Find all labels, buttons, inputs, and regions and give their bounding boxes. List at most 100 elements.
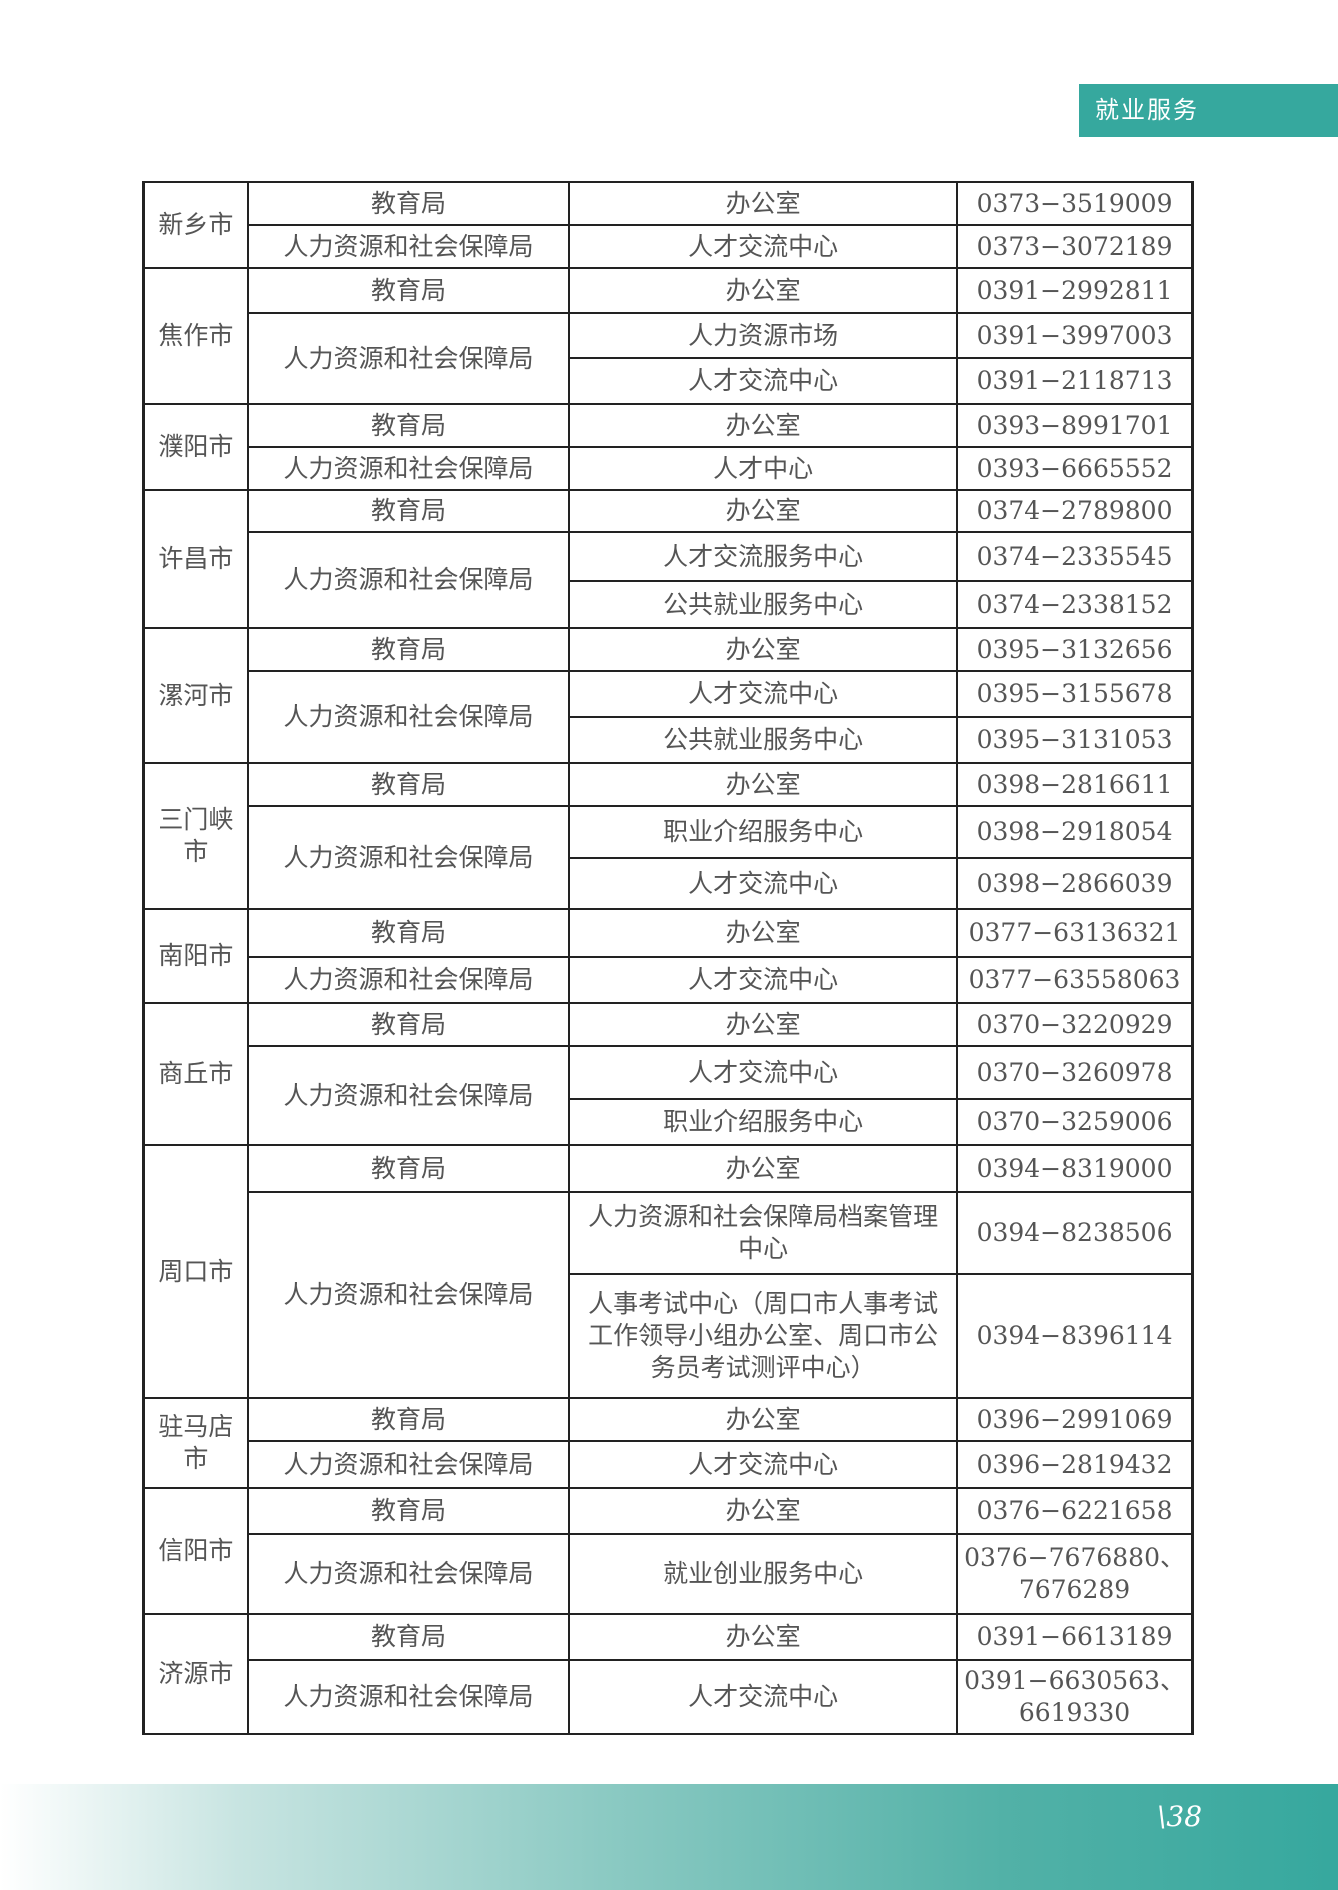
phone-cell: 0394−8319000 [956, 1144, 1194, 1193]
table-row: 人力资源和社会保障局 人才交流中心 0370−3260978 [144, 1045, 1194, 1146]
phone-cell: 0395−3155678 [956, 670, 1194, 718]
department-cell: 人力资源和社会保障局 [246, 1191, 571, 1399]
department-cell: 教育局 [246, 1002, 571, 1047]
department-cell: 人力资源和社会保障局 [246, 1440, 571, 1489]
unit-cell: 人才交流中心 [568, 1659, 959, 1735]
section-title: 就业服务 [1095, 96, 1199, 124]
unit-cell: 办公室 [568, 1002, 959, 1047]
city-cell: 新乡市 [142, 181, 249, 269]
city-cell: 信阳市 [142, 1487, 249, 1615]
table-row: 人力资源和社会保障局 人才交流中心 0395−3155678 [144, 670, 1194, 764]
table-row: 三门峡市 教育局 办公室 0398−2816611 [142, 762, 1194, 910]
unit-cell: 人才交流服务中心 [568, 531, 959, 582]
phone-cell: 0391−2118713 [956, 357, 1194, 405]
page-number: \38 [1157, 1800, 1203, 1833]
department-cell: 人力资源和社会保障局 [246, 670, 571, 764]
phone-cell: 0398−2866039 [956, 857, 1194, 910]
phone-cell: 0376−7676880、7676289 [956, 1533, 1194, 1615]
table-row: 人力资源和社会保障局 人才交流中心 0373−3072189 [144, 224, 1194, 269]
phone-cell: 0398−2918054 [956, 805, 1194, 859]
unit-cell: 办公室 [568, 267, 959, 314]
table-row: 人力资源和社会保障局 人才交流中心 0377−63558063 [144, 956, 1194, 1004]
phone-cell: 0393−6665552 [956, 446, 1194, 491]
unit-cell: 人才交流中心 [568, 224, 959, 269]
table-row: 商丘市 教育局 办公室 0370−3220929 [142, 1002, 1194, 1146]
unit-cell: 办公室 [568, 1144, 959, 1193]
table-row: 公共就业服务中心 0395−3131053 [144, 716, 1194, 764]
phone-cell: 0374−2789800 [956, 489, 1194, 533]
unit-cell: 人才交流中心 [568, 956, 959, 1004]
unit-cell: 人力资源市场 [568, 312, 959, 359]
phone-cell: 0370−3260978 [956, 1045, 1194, 1100]
department-cell: 人力资源和社会保障局 [246, 1533, 571, 1615]
unit-cell: 人事考试中心（周口市人事考试工作领导小组办公室、周口市公务员考试测评中心） [568, 1273, 959, 1399]
unit-cell: 公共就业服务中心 [568, 716, 959, 764]
city-cell: 南阳市 [142, 908, 249, 1004]
unit-cell: 人才交流中心 [568, 1440, 959, 1489]
unit-cell: 办公室 [568, 489, 959, 533]
city-cell: 驻马店市 [142, 1397, 249, 1489]
phone-cell: 0373−3519009 [956, 181, 1194, 226]
table-row: 人力资源和社会保障局 人才交流服务中心 0374−2335545 [144, 531, 1194, 629]
table-row: 人力资源和社会保障局 人才交流中心 0396−2819432 [144, 1440, 1194, 1489]
department-cell: 教育局 [246, 1144, 571, 1193]
department-cell: 教育局 [246, 181, 571, 226]
city-cell: 周口市 [142, 1144, 249, 1399]
unit-cell: 办公室 [568, 403, 959, 448]
phone-cell: 0374−2338152 [956, 580, 1194, 629]
table-row: 人才交流中心 0391−2118713 [144, 357, 1194, 405]
city-cell: 三门峡市 [142, 762, 249, 910]
department-cell: 人力资源和社会保障局 [246, 1659, 571, 1735]
table-row: 人力资源和社会保障局 职业介绍服务中心 0398−2918054 [144, 805, 1194, 910]
department-cell: 人力资源和社会保障局 [246, 446, 571, 491]
table-row: 人力资源和社会保障局 就业创业服务中心 0376−7676880、7676289 [144, 1533, 1194, 1615]
phone-cell: 0391−6630563、6619330 [956, 1659, 1194, 1735]
department-cell: 教育局 [246, 627, 571, 672]
phone-cell: 0391−6613189 [956, 1613, 1194, 1661]
phone-cell: 0376−6221658 [956, 1487, 1194, 1535]
phone-cell: 0396−2819432 [956, 1440, 1194, 1489]
department-cell: 人力资源和社会保障局 [246, 312, 571, 405]
phone-cell: 0370−3220929 [956, 1002, 1194, 1047]
contacts-table: 新乡市 教育局 办公室 0373−3519009 人力资源和社会保障局 人才交流中心 037… [142, 181, 1194, 1735]
table-row: 信阳市 教育局 办公室 0376−6221658 [142, 1487, 1194, 1615]
department-cell: 人力资源和社会保障局 [246, 224, 571, 269]
phone-cell: 0377−63558063 [956, 956, 1194, 1004]
table-row: 人事考试中心（周口市人事考试工作领导小组办公室、周口市公务员考试测评中心） 039… [144, 1273, 1194, 1399]
unit-cell: 职业介绍服务中心 [568, 1098, 959, 1146]
city-cell: 漯河市 [142, 627, 249, 764]
department-cell: 人力资源和社会保障局 [246, 531, 571, 629]
table-row: 许昌市 教育局 办公室 0374−2789800 [142, 489, 1194, 629]
table-row: 漯河市 教育局 办公室 0395−3132656 [142, 627, 1194, 764]
department-cell: 人力资源和社会保障局 [246, 805, 571, 910]
table-row: 焦作市 教育局 办公室 0391−2992811 [142, 267, 1194, 405]
unit-cell: 职业介绍服务中心 [568, 805, 959, 859]
unit-cell: 办公室 [568, 1487, 959, 1535]
phone-cell: 0398−2816611 [956, 762, 1194, 807]
phone-cell: 0394−8238506 [956, 1191, 1194, 1275]
phone-cell: 0373−3072189 [956, 224, 1194, 269]
unit-cell: 办公室 [568, 1613, 959, 1661]
phone-cell: 0370−3259006 [956, 1098, 1194, 1146]
unit-cell: 人才交流中心 [568, 670, 959, 718]
department-cell: 教育局 [246, 1397, 571, 1442]
phone-cell: 0396−2991069 [956, 1397, 1194, 1442]
city-cell: 济源市 [142, 1613, 249, 1735]
department-cell: 教育局 [246, 267, 571, 314]
unit-cell: 办公室 [568, 762, 959, 807]
phone-cell: 0394−8396114 [956, 1273, 1194, 1399]
table-row: 人力资源和社会保障局 人力资源和社会保障局档案管理中心 0394−8238506 [144, 1191, 1194, 1399]
unit-cell: 人力资源和社会保障局档案管理中心 [568, 1191, 959, 1275]
unit-cell: 办公室 [568, 1397, 959, 1442]
city-cell: 商丘市 [142, 1002, 249, 1146]
phone-cell: 0377−63136321 [956, 908, 1194, 958]
unit-cell: 办公室 [568, 181, 959, 226]
department-cell: 教育局 [246, 1487, 571, 1535]
table-row: 驻马店市 教育局 办公室 0396−2991069 [142, 1397, 1194, 1489]
section-header-tab: 就业服务 [1079, 84, 1338, 137]
unit-cell: 办公室 [568, 627, 959, 672]
unit-cell: 人才交流中心 [568, 1045, 959, 1100]
city-cell: 许昌市 [142, 489, 249, 629]
city-cell: 濮阳市 [142, 403, 249, 491]
department-cell: 教育局 [246, 762, 571, 807]
